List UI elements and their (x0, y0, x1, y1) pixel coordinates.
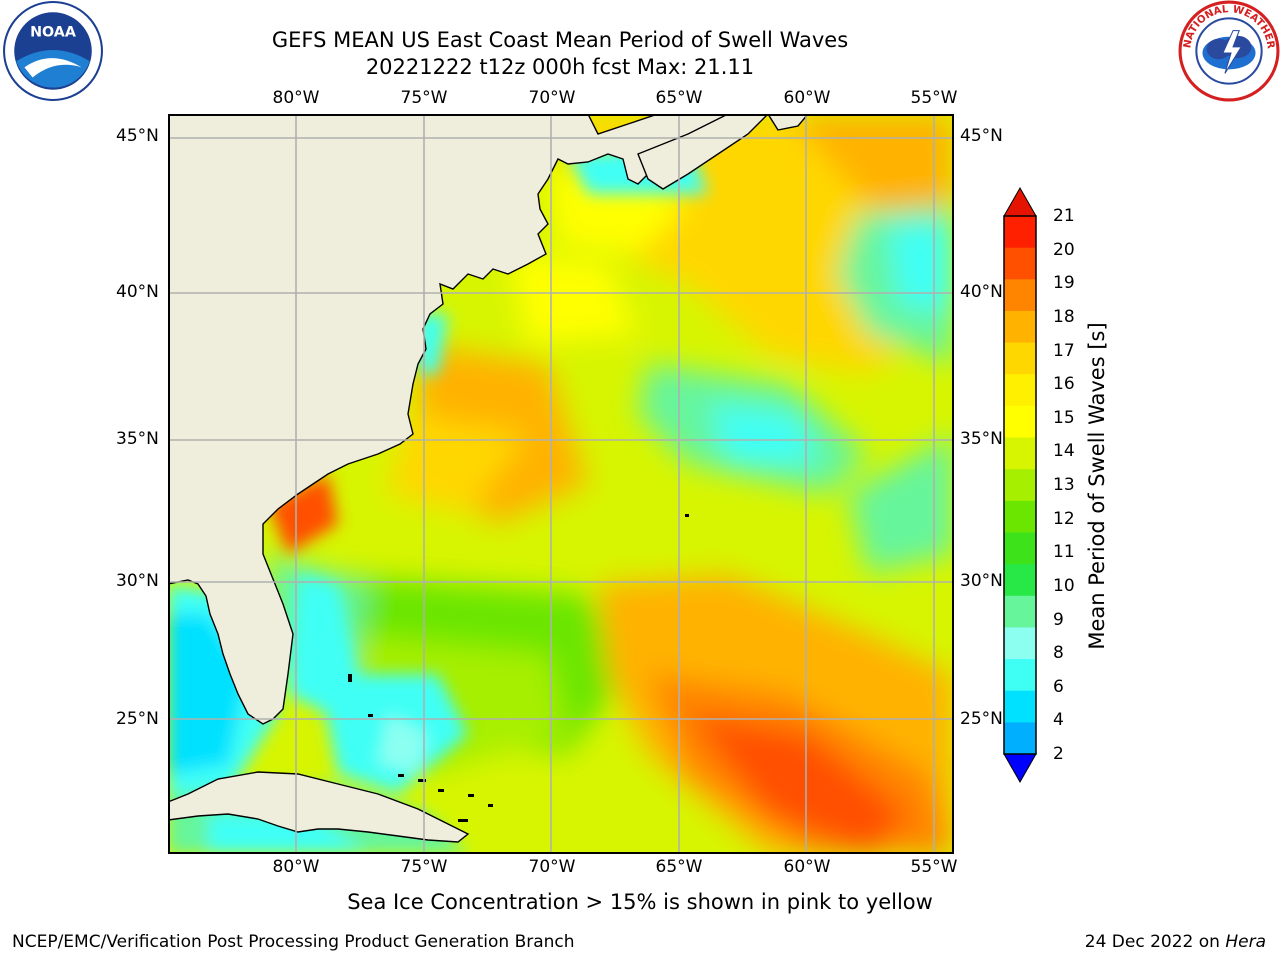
credit-host: Hera (1225, 932, 1266, 952)
colorbar-tick-label: 9 (1053, 609, 1064, 630)
credit-date-host: 24 Dec 2022 on Hera (1085, 932, 1266, 952)
sea-ice-note: Sea Ice Concentration > 15% is shown in … (347, 890, 933, 914)
colorbar-segment (1004, 247, 1036, 280)
colorbar-tick-label: 10 (1053, 575, 1075, 596)
colorbar-segment (1004, 595, 1036, 628)
colorbar-tick-label: 6 (1053, 676, 1064, 697)
colorbar-segment (1004, 722, 1036, 755)
lat-label-right: 40°N (960, 282, 1003, 302)
lon-label-top: 55°W (910, 88, 958, 108)
chart-title: GEFS MEAN US East Coast Mean Period of S… (271, 28, 849, 52)
colorbar-segment (1004, 532, 1036, 565)
colorbar-segment (1004, 437, 1036, 470)
colorbar-tick-label: 17 (1053, 340, 1075, 361)
chart-subtitle: 20221222 t12z 000h fcst Max: 21.11 (365, 55, 755, 79)
noaa-logo-text: NOAA (30, 25, 76, 41)
lon-label-bottom: 80°W (272, 857, 320, 877)
nova-scotia-land (637, 114, 769, 190)
colorbar-segment (1004, 690, 1036, 723)
colorbar-segment (1004, 374, 1036, 407)
colorbar-tick-label: 20 (1053, 239, 1075, 260)
colorbar-tick-label: 2 (1053, 744, 1064, 764)
colorbar-segment (1004, 216, 1036, 249)
colorbar-segment (1004, 342, 1036, 375)
lon-label-top: 60°W (783, 88, 831, 108)
cuba-land (168, 771, 470, 843)
colorbar-segment (1004, 564, 1036, 597)
bahamas-islands (348, 514, 689, 822)
colorbar-segment (1004, 405, 1036, 439)
lon-label-top: 70°W (528, 88, 576, 108)
colorbar-frame (1003, 215, 1037, 755)
colorbar-tick-label: 19 (1053, 273, 1075, 294)
colorbar-label: Mean Period of Swell Waves [s] (1085, 322, 1109, 650)
colorbar-segment (1004, 279, 1036, 312)
lon-label-bottom: 70°W (528, 857, 576, 877)
map-graticule (168, 114, 954, 854)
colorbar-tick-label: 15 (1053, 407, 1075, 428)
colorbar-tick-label: 11 (1053, 542, 1075, 563)
colorbar-segment (1004, 659, 1036, 692)
national-weather-service-logo-icon: NATIONAL WEATHER SERVICE (1178, 0, 1280, 102)
colorbar-tick-label: 16 (1053, 374, 1075, 395)
colorbar-tick-label: 18 (1053, 306, 1075, 327)
lon-label-bottom: 65°W (655, 857, 703, 877)
lon-label-top: 75°W (400, 88, 448, 108)
colorbar-segment (1004, 500, 1036, 533)
colorbar-over-triangle (1003, 186, 1037, 217)
colorbar-segment (1004, 310, 1036, 344)
lat-label-right: 25°N (960, 709, 1003, 729)
colorbar-tick-label: 21 (1053, 206, 1075, 226)
colorbar-segments (1004, 216, 1036, 755)
colorbar-tick-label: 8 (1053, 643, 1064, 664)
colorbar-tick-label: 12 (1053, 508, 1075, 529)
credit-organization: NCEP/EMC/Verification Post Processing Pr… (12, 932, 575, 952)
credit-date: 24 Dec 2022 on (1084, 932, 1220, 952)
colorbar-under-triangle (1003, 753, 1037, 784)
lat-label-left: 25°N (116, 709, 159, 729)
lat-label-left: 35°N (116, 429, 159, 449)
lat-label-left: 45°N (116, 126, 159, 146)
colorbar (1003, 186, 1037, 784)
lat-label-left: 30°N (116, 571, 159, 591)
lat-label-left: 40°N (116, 282, 159, 302)
colorbar-tick-label: 13 (1053, 475, 1075, 495)
lat-label-right: 45°N (960, 126, 1003, 146)
lat-label-right: 35°N (960, 429, 1003, 449)
colorbar-tick-label: 4 (1053, 710, 1064, 731)
lon-label-bottom: 75°W (400, 857, 448, 877)
lon-label-bottom: 55°W (910, 857, 958, 877)
lat-label-right: 30°N (960, 571, 1003, 591)
colorbar-tick-label: 14 (1053, 441, 1075, 462)
newfoundland-land (767, 114, 809, 131)
map-frame (168, 114, 954, 854)
swell-period-map (168, 114, 954, 854)
lon-label-top: 65°W (655, 88, 703, 108)
noaa-logo-icon: NOAA (3, 1, 103, 101)
colorbar-segment (1004, 627, 1036, 660)
colorbar-segment (1004, 469, 1036, 502)
lon-label-top: 80°W (272, 88, 320, 108)
lon-label-bottom: 60°W (783, 857, 831, 877)
